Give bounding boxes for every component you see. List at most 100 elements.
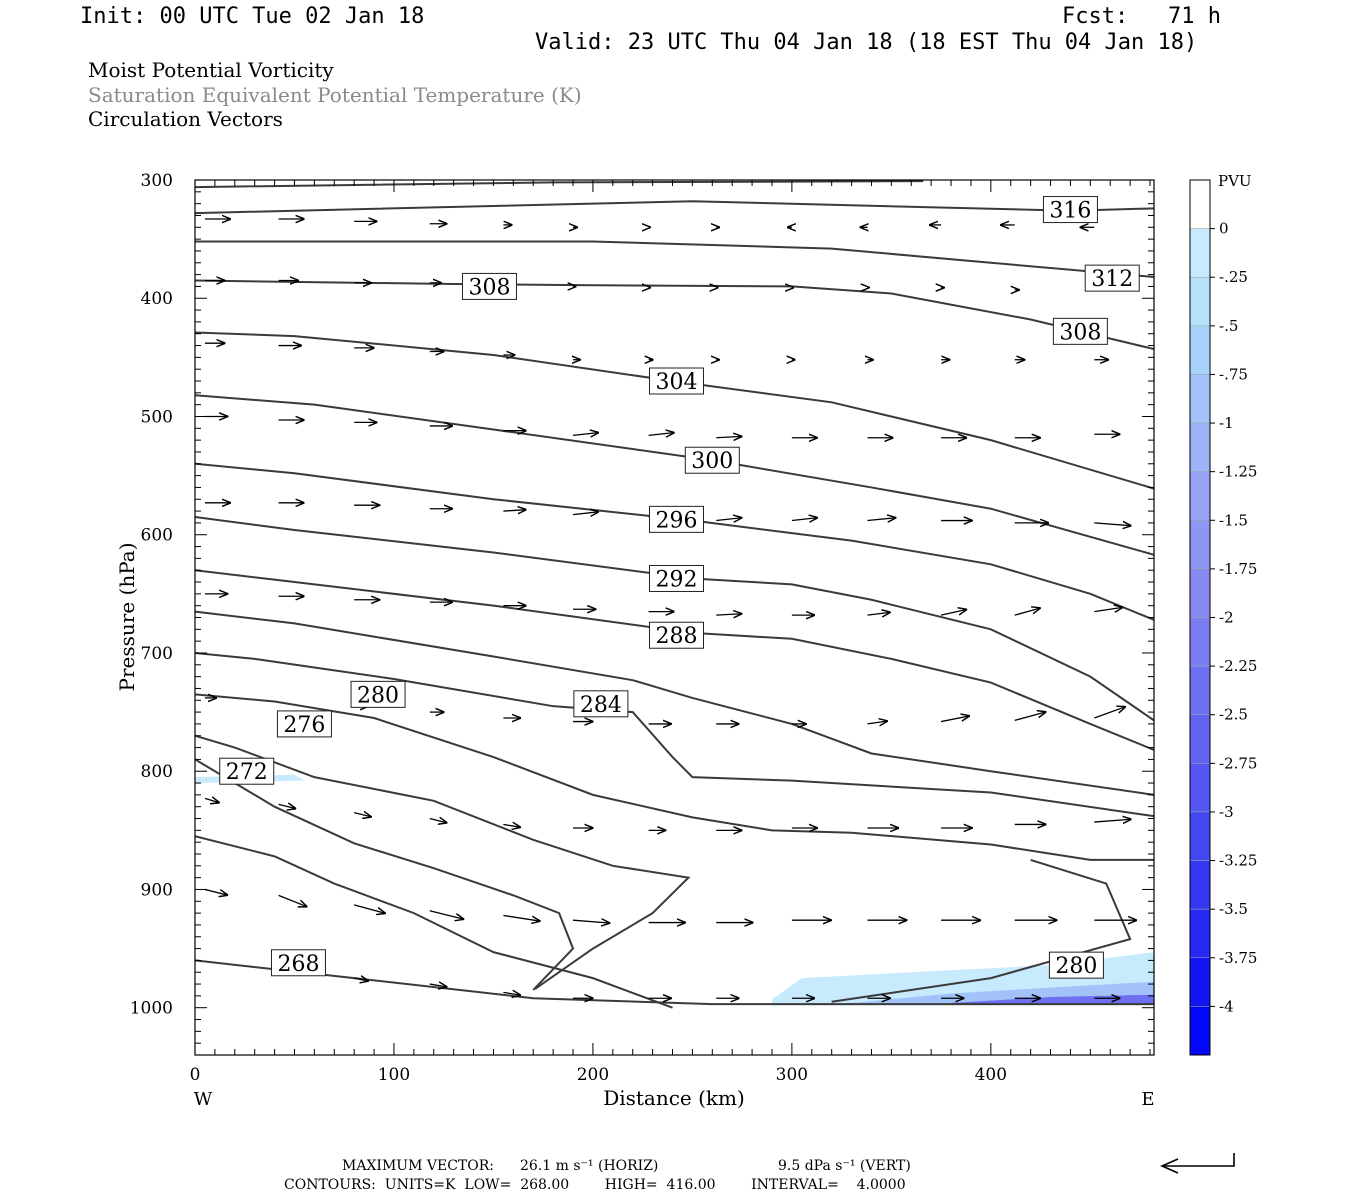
svg-text:308: 308 (1059, 320, 1101, 345)
circulation-vector (429, 910, 464, 919)
circulation-vector (648, 433, 674, 436)
svg-text:280: 280 (357, 683, 399, 708)
circulation-vector (1094, 819, 1130, 822)
circulation-vector (429, 819, 447, 823)
contour-line-316a (195, 200, 1154, 215)
svg-text:292: 292 (655, 567, 697, 592)
contour-line-284 (195, 610, 1154, 796)
circulation-vector (278, 804, 296, 808)
colorbar-label: -2.5 (1219, 706, 1248, 724)
x-tick-label: 100 (378, 1065, 410, 1085)
colorbar-swatch (1189, 471, 1211, 521)
colorbar-swatch (1189, 228, 1211, 278)
colorbar-swatch (1189, 422, 1211, 472)
y-tick-label: 500 (141, 407, 173, 427)
contour-label: 284 (573, 690, 629, 718)
max-vector-vert: 9.5 dPa s⁻¹ (VERT) (778, 1158, 911, 1174)
svg-text:280: 280 (1055, 954, 1097, 979)
contour-line-272b (195, 758, 575, 991)
circulation-vector (716, 436, 741, 437)
contour-line-304 (195, 331, 1154, 490)
circulation-vector (1094, 707, 1125, 719)
circulation-vector (1014, 712, 1046, 721)
contour-label: 300 (684, 446, 740, 474)
y-tick-label: 400 (141, 289, 173, 309)
colorbar-unit: PVU (1218, 172, 1252, 190)
field-title-vectors: Circulation Vectors (88, 107, 283, 131)
y-tick-label: 800 (141, 762, 173, 782)
field-title-theta-es: Saturation Equivalent Potential Temperat… (88, 83, 582, 107)
circulation-vector (204, 798, 219, 802)
colorbar-label: -1.25 (1219, 463, 1257, 481)
colorbar-swatch (1189, 276, 1211, 327)
colorbar-label: -1 (1219, 414, 1234, 432)
x-tick-label: 200 (577, 1065, 609, 1085)
circulation-vector (572, 433, 598, 436)
circulation-vector (503, 824, 520, 827)
colorbar-swatch (1189, 520, 1211, 570)
circulation-vector (791, 518, 817, 521)
contour-label: 292 (648, 564, 704, 592)
colorbar-swatch (1189, 714, 1211, 764)
colorbar-swatch (1189, 665, 1211, 715)
colorbar-swatch (1189, 811, 1211, 861)
colorbar-label: -3.5 (1219, 900, 1248, 918)
x-tick-label: 400 (975, 1065, 1007, 1085)
colorbar-label: -1.5 (1219, 511, 1248, 529)
contour-label: 296 (648, 505, 704, 533)
forecast-hour: Fcst: 71 h (1062, 4, 1221, 29)
plot-frame (194, 179, 1155, 1056)
colorbar-label: -.75 (1219, 365, 1248, 383)
svg-text:312: 312 (1091, 267, 1133, 292)
colorbar-swatch (1189, 568, 1211, 618)
contour-line-296 (195, 462, 1154, 621)
contour-label: 268 (270, 949, 326, 977)
colorbar-label: -2.75 (1219, 754, 1257, 772)
contour-label: 312 (1084, 264, 1140, 292)
circulation-vector (572, 920, 609, 923)
circulation-vector (867, 721, 887, 724)
colorbar-swatch (1189, 374, 1211, 424)
contour-line-280 (195, 651, 1154, 818)
svg-text:272: 272 (226, 760, 268, 785)
contour-label: 272 (219, 757, 275, 785)
circulation-vector (353, 904, 385, 913)
contour-label: 316 (1042, 196, 1098, 224)
circulation-vector (716, 614, 741, 615)
colorbar-swatch (1189, 908, 1211, 959)
circulation-vector (867, 518, 895, 521)
contour-label: 280 (350, 680, 406, 708)
circulation-vector (940, 610, 966, 616)
y-tick-label: 700 (141, 644, 173, 664)
svg-text:304: 304 (655, 370, 697, 395)
colorbar-label: -3.25 (1219, 852, 1257, 870)
init-time: Init: 00 UTC Tue 02 Jan 18 (80, 4, 425, 29)
colorbar-label: 0 (1219, 220, 1229, 238)
contour-line-276 (195, 693, 1154, 861)
west-label: W (194, 1089, 213, 1110)
circulation-vector (204, 888, 227, 895)
circulation-vector (1014, 608, 1040, 616)
y-tick-label: 300 (141, 171, 173, 191)
contour-line-288 (195, 569, 1154, 751)
svg-text:288: 288 (655, 624, 697, 649)
contour-line-lid (195, 180, 924, 189)
circulation-vector (354, 978, 368, 981)
contour-line-268 (195, 835, 673, 1009)
svg-text:296: 296 (655, 508, 697, 533)
svg-text:268: 268 (277, 952, 319, 977)
svg-text:308: 308 (468, 275, 510, 300)
contour-line-312a (195, 240, 1154, 278)
circulation-vector (503, 914, 539, 921)
contour-label: 308 (461, 272, 517, 300)
svg-text:300: 300 (691, 449, 733, 474)
colorbar-swatch (1189, 957, 1211, 1007)
svg-text:276: 276 (283, 713, 325, 738)
contour-label: 304 (648, 367, 704, 395)
pv-patch-4 (951, 994, 1154, 1005)
colorbar-label: -3.75 (1219, 949, 1257, 967)
contour-label: 288 (648, 621, 704, 649)
x-tick-label: 300 (776, 1065, 808, 1085)
colorbar-label: -1.75 (1219, 560, 1257, 578)
